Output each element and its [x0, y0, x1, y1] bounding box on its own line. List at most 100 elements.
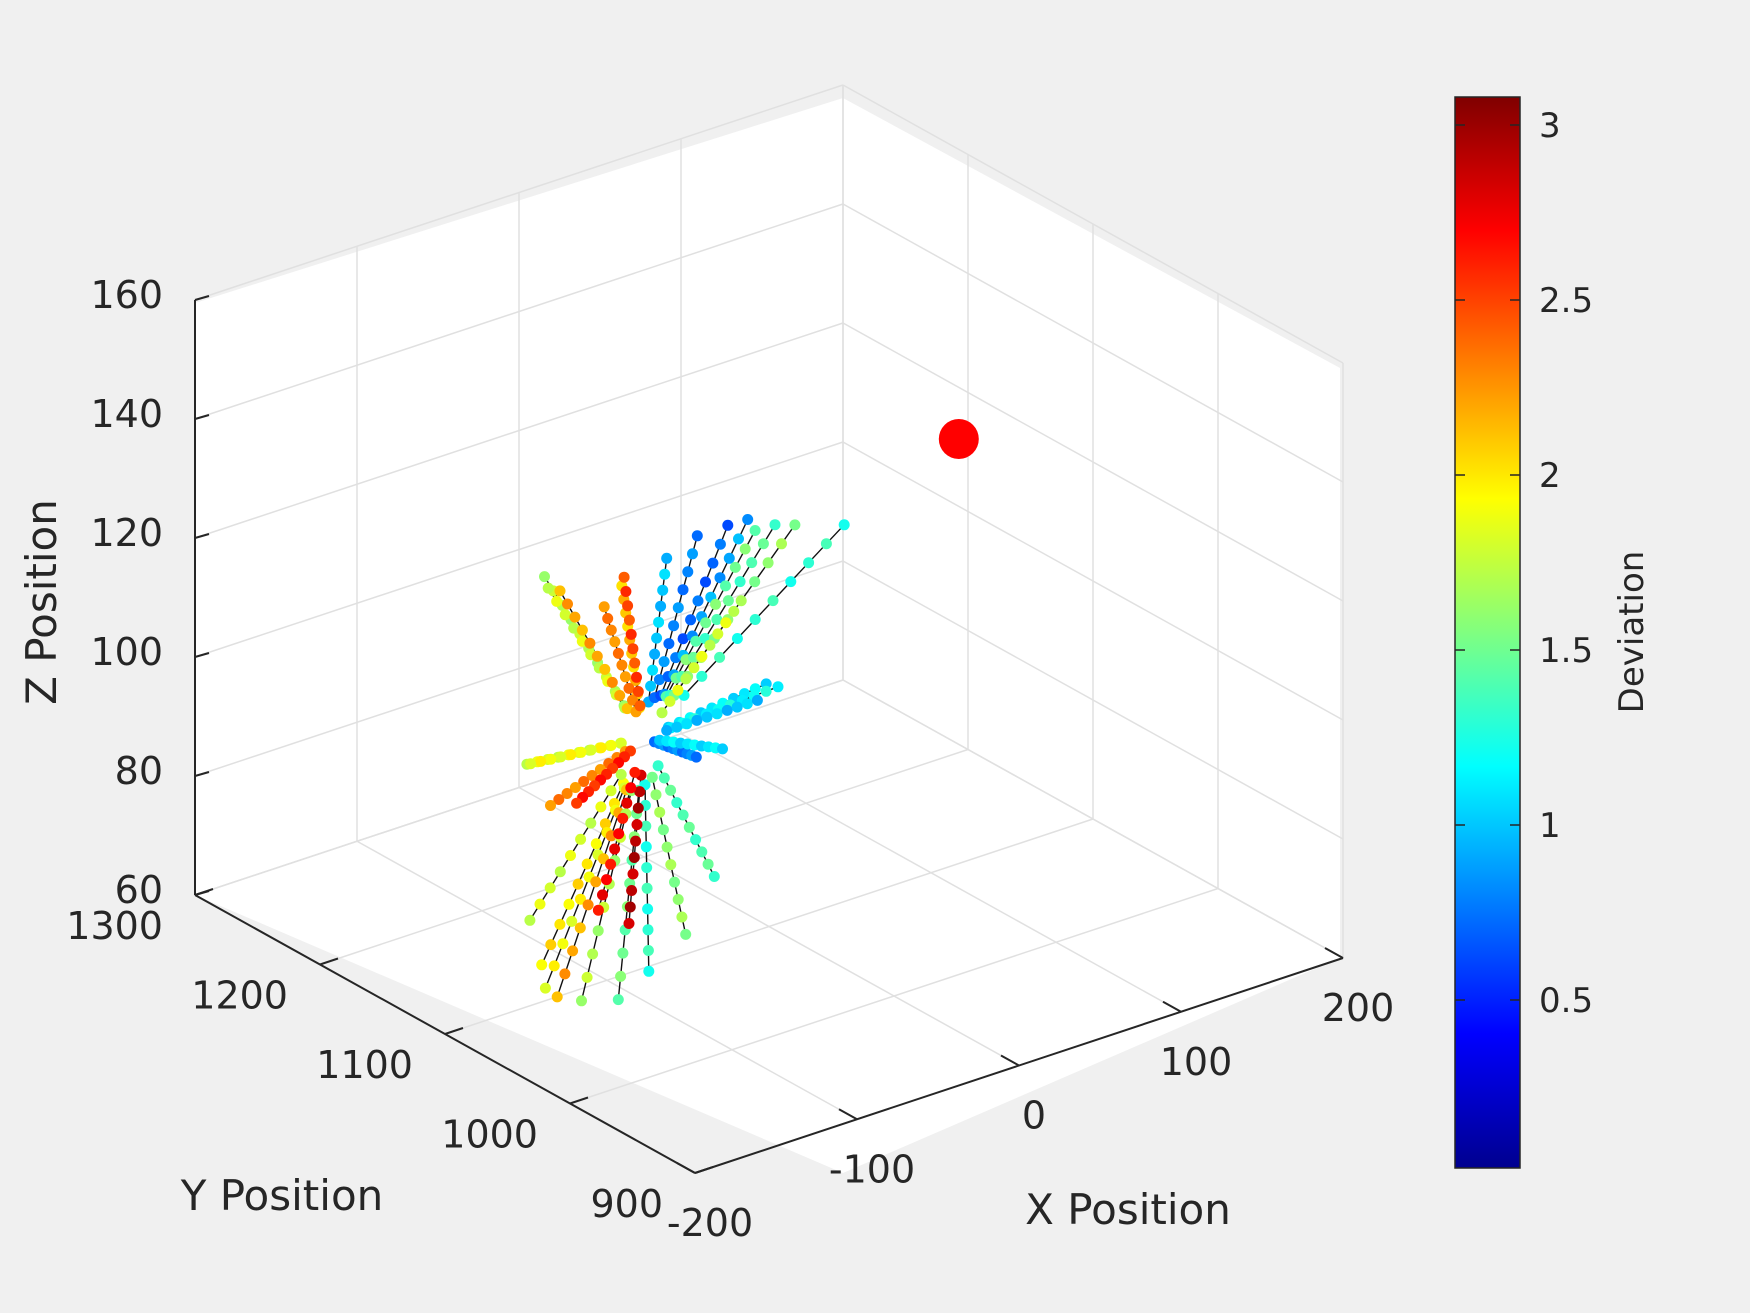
trajectory-point	[617, 812, 629, 824]
trajectory-point	[623, 614, 635, 626]
trajectory-point	[625, 782, 637, 794]
trajectory-point	[653, 616, 665, 628]
trajectory-point	[701, 711, 713, 723]
trajectory-point	[544, 882, 556, 894]
trajectory-point	[762, 557, 774, 569]
trajectory-point	[717, 743, 728, 755]
trajectory-point	[571, 797, 583, 809]
grid-line	[194, 560, 844, 777]
grid-line	[842, 560, 1344, 840]
trajectory-line	[644, 784, 650, 972]
trajectory-point	[615, 769, 627, 780]
trajectory-point	[767, 595, 779, 607]
trajectory-point	[708, 871, 720, 882]
trajectory-point	[692, 595, 704, 607]
trajectory-point	[720, 617, 732, 629]
colorbar-gradient	[1454, 96, 1521, 1169]
trajectory-point	[669, 876, 680, 888]
trajectory-point	[696, 846, 708, 858]
trajectory-point	[641, 882, 653, 894]
grid-line	[194, 679, 844, 896]
y-tick-label: 1100	[316, 1043, 413, 1087]
trajectory-point	[584, 637, 596, 649]
trajectory-point	[720, 580, 731, 592]
trajectory-point	[618, 571, 630, 583]
trajectory-point	[728, 605, 740, 617]
trajectory-point	[634, 700, 646, 712]
colorbar-ticks: 0.5 1 1.5 2 2.5 3	[1455, 106, 1593, 1021]
z-tick	[194, 414, 210, 420]
trajectory-point	[562, 598, 573, 610]
trajectory-point	[554, 866, 566, 878]
trajectory-point	[711, 614, 723, 625]
grid-line	[842, 322, 1344, 602]
trajectory-point	[563, 898, 575, 910]
grid-line	[194, 84, 844, 301]
trajectory-line	[660, 525, 729, 696]
trajectory-point	[789, 519, 801, 531]
trajectory-point	[676, 911, 688, 923]
trajectory-point	[575, 746, 587, 758]
plot-background	[195, 98, 1340, 1173]
trajectory-point	[539, 571, 550, 583]
trajectory-point	[574, 922, 586, 934]
trajectory-point	[605, 858, 617, 870]
trajectory-line	[657, 765, 715, 877]
trajectory-point	[551, 595, 563, 607]
trajectory-point	[559, 609, 571, 621]
grid-line	[842, 84, 1344, 364]
trajectory-point	[595, 801, 607, 813]
trajectory-point	[565, 749, 577, 761]
trajectory-point	[657, 584, 669, 596]
grid-line	[842, 679, 1344, 959]
y-tick	[319, 957, 339, 966]
trajectory-point	[592, 904, 604, 916]
trajectory-point	[749, 614, 761, 625]
colorbar-tick-label: 1	[1539, 806, 1561, 846]
colorbar-tick-label: 3	[1539, 106, 1561, 146]
trajectory-point	[554, 918, 566, 930]
z-tick-label: 80	[115, 749, 163, 793]
trajectory-point	[581, 971, 593, 983]
grid-line	[842, 441, 1344, 721]
x-tick	[676, 1162, 696, 1174]
trajectory-point	[559, 968, 571, 980]
trajectory-point	[585, 817, 597, 829]
trajectory-line	[603, 606, 637, 713]
trajectory-point	[617, 947, 629, 959]
trajectory-point	[677, 809, 689, 821]
trajectory-point	[647, 664, 659, 676]
trajectory-point	[634, 786, 646, 798]
trajectory-point	[734, 576, 746, 588]
trajectory-line	[556, 789, 628, 998]
trajectory-point	[661, 552, 673, 564]
trajectory-point	[641, 862, 653, 874]
trajectory-point	[626, 885, 638, 896]
trajectory-point	[672, 684, 684, 696]
trajectory-point	[640, 820, 652, 832]
trajectory-point	[700, 617, 712, 629]
grid-line	[194, 203, 844, 420]
trajectory-point	[615, 737, 627, 749]
trajectory-point	[652, 760, 664, 772]
trajectory-point	[820, 538, 832, 550]
trajectory-line	[529, 774, 622, 921]
trajectory-line	[653, 535, 698, 698]
trajectory-point	[561, 788, 573, 799]
trajectory-point	[557, 938, 569, 950]
trajectory-point	[661, 841, 673, 853]
x-tick-label: 200	[1322, 986, 1395, 1030]
trajectory-point	[551, 991, 563, 1003]
trajectory-point	[605, 624, 617, 636]
trajectory-point	[741, 698, 753, 710]
x-tick-label: 0	[1022, 1094, 1046, 1138]
trajectory-point	[601, 874, 612, 886]
trajectory-point	[680, 673, 692, 685]
y-tick-label: 1200	[191, 974, 288, 1018]
trajectory-line	[647, 558, 668, 703]
z-tick-label: 100	[90, 630, 163, 674]
trajectory-point	[623, 918, 635, 929]
trajectory-point	[575, 893, 586, 905]
trajectory-point	[539, 982, 551, 994]
